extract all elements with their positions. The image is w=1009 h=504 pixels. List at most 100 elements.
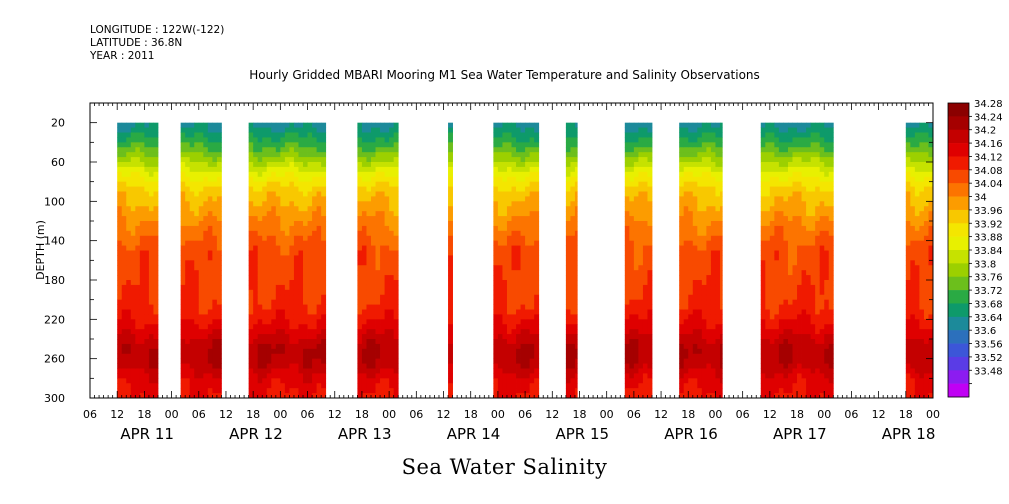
salinity-cell xyxy=(806,186,812,192)
salinity-cell xyxy=(715,176,721,183)
salinity-cell xyxy=(760,127,766,133)
salinity-cell xyxy=(506,137,512,143)
salinity-cell xyxy=(448,211,453,217)
salinity-cell xyxy=(293,383,299,389)
salinity-cell xyxy=(275,196,281,202)
salinity-cell xyxy=(638,176,644,183)
salinity-cell xyxy=(692,162,698,168)
salinity-cell xyxy=(801,329,807,335)
salinity-cell xyxy=(117,211,123,217)
salinity-cell xyxy=(389,299,395,305)
salinity-cell xyxy=(810,240,816,246)
salinity-cell xyxy=(765,304,771,310)
salinity-cell xyxy=(212,132,218,138)
salinity-cell xyxy=(633,383,639,389)
salinity-cell xyxy=(375,265,381,271)
salinity-cell xyxy=(284,343,290,350)
salinity-cell xyxy=(117,368,123,374)
salinity-cell xyxy=(361,363,367,369)
salinity-cell xyxy=(629,186,635,192)
salinity-cell xyxy=(121,353,127,360)
salinity-cell xyxy=(801,201,807,207)
salinity-cell xyxy=(801,324,807,330)
salinity-cell xyxy=(525,319,531,325)
salinity-cell xyxy=(769,216,775,222)
salinity-cell xyxy=(633,255,639,261)
salinity-cell xyxy=(144,152,150,158)
salinity-cell xyxy=(529,383,535,389)
salinity-cell xyxy=(266,314,272,320)
salinity-cell xyxy=(303,230,308,237)
salinity-cell xyxy=(126,181,132,187)
salinity-cell xyxy=(497,284,503,291)
salinity-cell xyxy=(565,235,571,242)
salinity-cell xyxy=(130,284,136,291)
salinity-cell xyxy=(212,324,218,330)
salinity-cell xyxy=(271,275,277,281)
salinity-cell xyxy=(303,235,308,242)
salinity-cell xyxy=(683,348,689,355)
salinity-cell xyxy=(275,186,281,192)
salinity-cell xyxy=(257,368,263,374)
salinity-cell xyxy=(126,294,132,301)
salinity-cell xyxy=(624,280,630,286)
salinity-cell xyxy=(293,240,299,246)
salinity-cell xyxy=(185,368,191,374)
salinity-cell xyxy=(212,152,218,158)
salinity-cell xyxy=(801,176,807,183)
salinity-cell xyxy=(815,339,821,345)
salinity-cell xyxy=(198,329,204,335)
salinity-cell xyxy=(574,280,578,286)
salinity-cell xyxy=(778,363,784,369)
salinity-cell xyxy=(389,334,395,340)
salinity-cell xyxy=(117,358,123,364)
salinity-cell xyxy=(262,206,268,212)
salinity-cell xyxy=(792,132,798,138)
salinity-cell xyxy=(683,265,689,271)
salinity-cell xyxy=(144,142,150,148)
salinity-cell xyxy=(647,270,653,276)
salinity-cell xyxy=(366,250,372,256)
salinity-cell xyxy=(130,270,136,276)
salinity-cell xyxy=(284,221,290,227)
salinity-cell xyxy=(139,373,145,379)
salinity-cell xyxy=(570,216,576,222)
salinity-cell xyxy=(525,240,531,246)
salinity-cell xyxy=(180,250,186,256)
salinity-cell xyxy=(819,127,825,133)
salinity-cell xyxy=(139,152,145,158)
salinity-cell xyxy=(647,245,653,251)
salinity-cell xyxy=(760,191,766,197)
salinity-cell xyxy=(121,368,127,374)
salinity-cell xyxy=(284,329,290,335)
salinity-cell xyxy=(275,122,281,128)
salinity-cell xyxy=(253,206,259,212)
salinity-cell xyxy=(783,314,789,320)
salinity-cell xyxy=(312,334,318,340)
salinity-cell xyxy=(303,339,308,345)
salinity-cell xyxy=(248,289,254,296)
salinity-cell xyxy=(778,137,784,143)
salinity-cell xyxy=(787,127,793,133)
salinity-cell xyxy=(289,393,295,398)
salinity-cell xyxy=(212,137,218,143)
salinity-cell xyxy=(719,186,723,192)
salinity-cell xyxy=(275,157,281,163)
salinity-cell xyxy=(248,245,254,251)
salinity-cell xyxy=(792,294,798,301)
salinity-cell xyxy=(312,142,318,148)
salinity-cell xyxy=(307,368,313,374)
salinity-cell xyxy=(361,157,367,163)
salinity-cell xyxy=(298,245,304,251)
salinity-cell xyxy=(212,383,218,389)
salinity-cell xyxy=(765,358,771,364)
salinity-cell xyxy=(525,378,531,384)
salinity-cell xyxy=(303,324,308,330)
salinity-cell xyxy=(361,122,367,128)
salinity-cell xyxy=(679,275,685,281)
salinity-cell xyxy=(375,225,381,232)
salinity-cell xyxy=(139,235,145,242)
salinity-cell xyxy=(380,270,385,276)
salinity-cell xyxy=(185,196,191,202)
salinity-cell xyxy=(316,304,322,310)
